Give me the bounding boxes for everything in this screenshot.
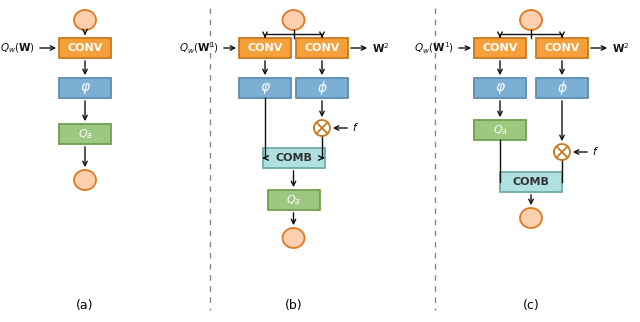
- Text: $Q_a$: $Q_a$: [77, 127, 93, 141]
- Text: COMB: COMB: [513, 177, 549, 187]
- Bar: [296, 38, 348, 58]
- Text: $\varphi$: $\varphi$: [259, 80, 271, 96]
- Bar: [59, 78, 111, 98]
- Text: $\phi$: $\phi$: [317, 79, 327, 97]
- Text: CONV: CONV: [247, 43, 283, 53]
- Text: $\mathbf{W}^2$: $\mathbf{W}^2$: [372, 41, 389, 55]
- Text: $\mathbf{W}^2$: $\mathbf{W}^2$: [612, 41, 629, 55]
- Text: $Q_w(\mathbf{W}^1)$: $Q_w(\mathbf{W}^1)$: [414, 40, 454, 56]
- Text: $\varphi$: $\varphi$: [79, 80, 90, 96]
- Text: $\phi$: $\phi$: [557, 79, 567, 97]
- Text: $\varphi$: $\varphi$: [495, 80, 506, 96]
- Bar: [536, 78, 588, 98]
- Text: $Q_w(\mathbf{W})$: $Q_w(\mathbf{W})$: [0, 41, 35, 55]
- Bar: [474, 38, 526, 58]
- Bar: [59, 38, 111, 58]
- Bar: [474, 120, 526, 140]
- Text: CONV: CONV: [483, 43, 518, 53]
- Text: CONV: CONV: [304, 43, 340, 53]
- Bar: [296, 78, 348, 98]
- Bar: [262, 148, 324, 168]
- Bar: [268, 190, 319, 210]
- Bar: [474, 78, 526, 98]
- Text: COMB: COMB: [275, 153, 312, 163]
- Bar: [239, 38, 291, 58]
- Ellipse shape: [74, 10, 96, 30]
- Ellipse shape: [520, 208, 542, 228]
- Text: $Q_a$: $Q_a$: [286, 193, 301, 207]
- Circle shape: [554, 144, 570, 160]
- Text: (c): (c): [523, 298, 540, 311]
- Text: (b): (b): [285, 298, 302, 311]
- Text: $Q_w(\mathbf{W}^1)$: $Q_w(\mathbf{W}^1)$: [179, 40, 219, 56]
- Text: CONV: CONV: [544, 43, 580, 53]
- Bar: [239, 78, 291, 98]
- Ellipse shape: [282, 10, 305, 30]
- Text: (a): (a): [76, 298, 93, 311]
- Bar: [500, 172, 562, 192]
- Bar: [536, 38, 588, 58]
- Text: $Q_a$: $Q_a$: [493, 123, 508, 137]
- Ellipse shape: [520, 10, 542, 30]
- Ellipse shape: [282, 228, 305, 248]
- Circle shape: [314, 120, 330, 136]
- Bar: [59, 124, 111, 144]
- Text: f: f: [352, 123, 356, 133]
- Text: CONV: CONV: [67, 43, 102, 53]
- Text: f: f: [592, 147, 596, 157]
- Ellipse shape: [74, 170, 96, 190]
